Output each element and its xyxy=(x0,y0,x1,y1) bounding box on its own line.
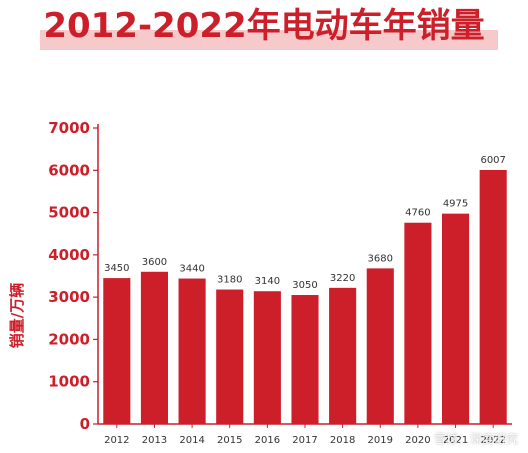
bar-2014 xyxy=(178,278,206,424)
y-tick-label: 2000 xyxy=(48,330,90,348)
bar-2012 xyxy=(103,278,131,424)
data-label-2014: 3440 xyxy=(179,264,204,275)
y-tick-label: 6000 xyxy=(48,161,90,179)
data-label-2017: 3050 xyxy=(292,280,317,291)
y-tick-label: 3000 xyxy=(48,288,90,306)
data-label-2019: 3680 xyxy=(368,253,393,264)
x-tick-label-2022: 2022 xyxy=(480,435,505,446)
y-tick-label: 1000 xyxy=(48,373,90,391)
x-tick-label-2012: 2012 xyxy=(104,435,129,446)
watermark: 雪球：深度研究 xyxy=(433,432,518,446)
bar-2022 xyxy=(479,169,507,424)
bar-2017 xyxy=(291,295,319,424)
data-label-2012: 3450 xyxy=(104,263,129,274)
data-label-2016: 3140 xyxy=(255,276,280,287)
bar-2015 xyxy=(216,289,244,424)
data-label-2015: 3180 xyxy=(217,275,242,286)
data-label-2018: 3220 xyxy=(330,273,355,284)
x-tick-label-2017: 2017 xyxy=(292,435,317,446)
data-label-2022: 6007 xyxy=(480,155,505,166)
y-tick-label: 7000 xyxy=(48,119,90,137)
data-label-2021: 4975 xyxy=(443,199,468,210)
bar-2020 xyxy=(404,222,432,424)
bar-2018 xyxy=(329,287,357,424)
bar-2016 xyxy=(253,291,281,424)
y-tick-label: 0 xyxy=(80,415,90,433)
x-tick-label-2016: 2016 xyxy=(255,435,280,446)
x-tick-label-2014: 2014 xyxy=(179,435,204,446)
data-label-2013: 3600 xyxy=(142,257,167,268)
x-tick-label-2019: 2019 xyxy=(368,435,393,446)
x-tick-label-2018: 2018 xyxy=(330,435,355,446)
x-tick-label-2020: 2020 xyxy=(405,435,430,446)
x-tick-label-2021: 2021 xyxy=(443,435,468,446)
title-highlight-band xyxy=(40,30,498,50)
bar-2021 xyxy=(441,213,470,424)
y-tick-label: 4000 xyxy=(48,246,90,264)
data-label-2020: 4760 xyxy=(405,208,430,219)
x-tick-label-2013: 2013 xyxy=(142,435,167,446)
x-tick-label-2015: 2015 xyxy=(217,435,242,446)
bar-2013 xyxy=(140,271,169,424)
bar-2019 xyxy=(366,268,394,424)
chart-title: 2012-2022年电动车年销量 xyxy=(43,6,485,46)
y-tick-label: 5000 xyxy=(48,204,90,222)
